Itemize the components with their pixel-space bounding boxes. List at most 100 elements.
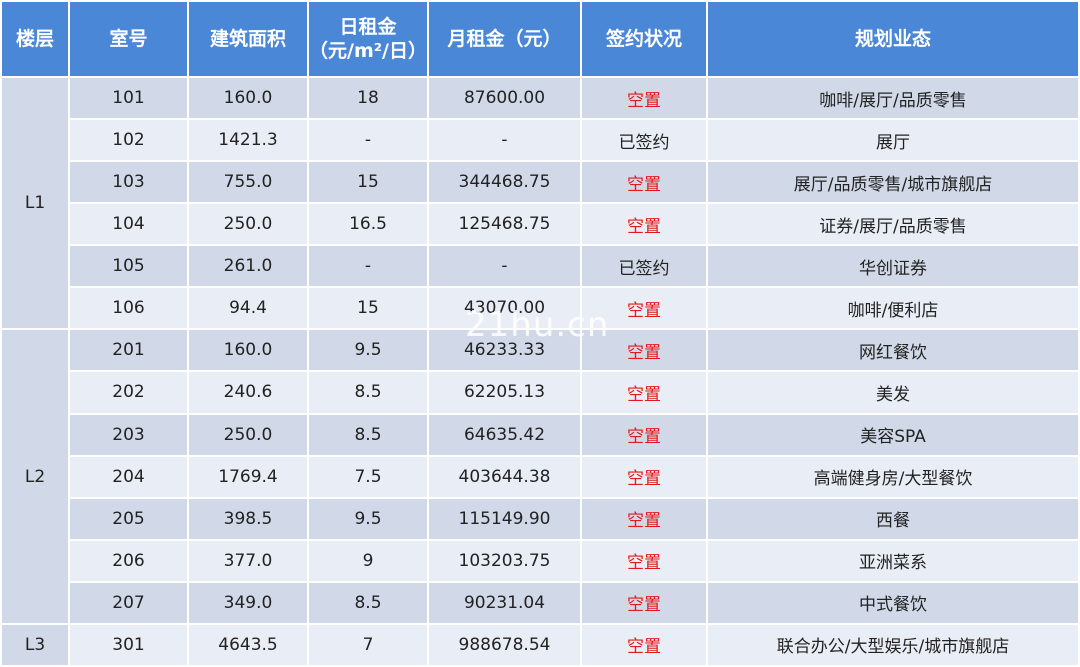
area-cell: 250.0 (189, 204, 307, 245)
area-cell: 377.0 (189, 540, 307, 581)
planning-cell: 联合办公/大型娱乐/城市旗舰店 (708, 624, 1078, 665)
room-cell: 301 (70, 624, 187, 665)
room-cell: 204 (70, 456, 187, 497)
monthly-rent-cell: 62205.13 (429, 372, 580, 413)
area-cell: 250.0 (189, 414, 307, 455)
planning-cell: 网红餐饮 (708, 330, 1078, 371)
header-planning: 规划业态 (708, 2, 1078, 76)
header-daily-rent-line1: 日租金 (339, 16, 397, 38)
room-cell: 102 (70, 120, 187, 161)
planning-cell: 亚洲菜系 (708, 540, 1078, 581)
table-row: 202 240.6 8.5 62205.13 空置 美发 (2, 372, 1078, 413)
room-cell: 206 (70, 540, 187, 581)
planning-cell: 美容SPA (708, 414, 1078, 455)
table-row: 204 1769.4 7.5 403644.38 空置 高端健身房/大型餐饮 (2, 456, 1078, 497)
area-cell: 1421.3 (189, 120, 307, 161)
daily-rent-cell: 7 (309, 624, 427, 665)
room-cell: 205 (70, 498, 187, 539)
status-cell: 空置 (582, 540, 706, 581)
daily-rent-cell: 8.5 (309, 414, 427, 455)
table-row: 207 349.0 8.5 90231.04 空置 中式餐饮 (2, 582, 1078, 623)
header-status: 签约状况 (582, 2, 706, 76)
room-cell: 104 (70, 204, 187, 245)
status-cell: 空置 (582, 78, 706, 119)
table-row: L3 301 4643.5 7 988678.54 空置 联合办公/大型娱乐/城… (2, 624, 1078, 665)
area-cell: 160.0 (189, 78, 307, 119)
monthly-rent-cell: 90231.04 (429, 582, 580, 623)
status-cell: 空置 (582, 372, 706, 413)
header-room: 室号 (70, 2, 187, 76)
status-cell: 空置 (582, 330, 706, 371)
floor-cell: L1 (2, 78, 68, 329)
monthly-rent-cell: 344468.75 (429, 162, 580, 203)
header-daily-rent-line2: （元/m²/日） (309, 40, 427, 62)
daily-rent-cell: 9 (309, 540, 427, 581)
area-cell: 349.0 (189, 582, 307, 623)
planning-cell: 展厅 (708, 120, 1078, 161)
planning-cell: 展厅/品质零售/城市旗舰店 (708, 162, 1078, 203)
status-cell: 空置 (582, 582, 706, 623)
table-row: L1 101 160.0 18 87600.00 空置 咖啡/展厅/品质零售 (2, 78, 1078, 329)
header-daily-rent: 日租金 （元/m²/日） (309, 2, 427, 76)
daily-rent-cell: 16.5 (309, 204, 427, 245)
table-row: 205 398.5 9.5 115149.90 空置 西餐 (2, 498, 1078, 539)
status-cell: 空置 (582, 162, 706, 203)
planning-cell: 高端健身房/大型餐饮 (708, 456, 1078, 497)
planning-cell: 中式餐饮 (708, 582, 1078, 623)
monthly-rent-cell: - (429, 120, 580, 161)
room-cell: 203 (70, 414, 187, 455)
planning-cell: 咖啡/展厅/品质零售 (708, 78, 1078, 119)
area-cell: 94.4 (189, 288, 307, 329)
area-cell: 240.6 (189, 372, 307, 413)
daily-rent-cell: 15 (309, 288, 427, 329)
daily-rent-cell: - (309, 120, 427, 161)
status-cell: 空置 (582, 414, 706, 455)
floor-cell: L2 (2, 330, 68, 623)
status-cell: 空置 (582, 456, 706, 497)
room-cell: 106 (70, 288, 187, 329)
table-row: 206 377.0 9 103203.75 空置 亚洲菜系 (2, 540, 1078, 581)
planning-cell: 咖啡/便利店 (708, 288, 1078, 329)
planning-cell: 证券/展厅/品质零售 (708, 204, 1078, 245)
monthly-rent-cell: 125468.75 (429, 204, 580, 245)
daily-rent-cell: 9.5 (309, 330, 427, 371)
monthly-rent-cell: 43070.00 (429, 288, 580, 329)
area-cell: 755.0 (189, 162, 307, 203)
planning-cell: 华创证券 (708, 246, 1078, 287)
room-cell: 105 (70, 246, 187, 287)
room-cell: 103 (70, 162, 187, 203)
table-row: 106 94.4 15 43070.00 空置 咖啡/便利店 (2, 288, 1078, 329)
table-row: 105 261.0 - - 已签约 华创证券 (2, 246, 1078, 287)
daily-rent-cell: - (309, 246, 427, 287)
table-row: 103 755.0 15 344468.75 空置 展厅/品质零售/城市旗舰店 (2, 162, 1078, 203)
table-body: L1 101 160.0 18 87600.00 空置 咖啡/展厅/品质零售 1… (2, 78, 1078, 665)
floor-cell: L3 (2, 624, 68, 665)
room-cell: 202 (70, 372, 187, 413)
daily-rent-cell: 8.5 (309, 372, 427, 413)
monthly-rent-cell: 988678.54 (429, 624, 580, 665)
status-cell: 空置 (582, 288, 706, 329)
header-floor: 楼层 (2, 2, 68, 76)
table-row: 102 1421.3 - - 已签约 展厅 (2, 120, 1078, 161)
status-cell: 空置 (582, 204, 706, 245)
planning-cell: 美发 (708, 372, 1078, 413)
monthly-rent-cell: 115149.90 (429, 498, 580, 539)
area-cell: 398.5 (189, 498, 307, 539)
header-row: 楼层 室号 建筑面积 日租金 （元/m²/日） 月租金（元） 签约状况 规划业态 (2, 2, 1078, 76)
area-cell: 261.0 (189, 246, 307, 287)
header-monthly-rent: 月租金（元） (429, 2, 580, 76)
area-cell: 1769.4 (189, 456, 307, 497)
table-row: L2 201 160.0 9.5 46233.33 空置 网红餐饮 (2, 330, 1078, 623)
daily-rent-cell: 9.5 (309, 498, 427, 539)
room-cell: 101 (70, 78, 187, 119)
status-cell: 空置 (582, 624, 706, 665)
area-cell: 160.0 (189, 330, 307, 371)
daily-rent-cell: 8.5 (309, 582, 427, 623)
table-row: 203 250.0 8.5 64635.42 空置 美容SPA (2, 414, 1078, 455)
planning-cell: 西餐 (708, 498, 1078, 539)
monthly-rent-cell: - (429, 246, 580, 287)
monthly-rent-cell: 87600.00 (429, 78, 580, 119)
status-cell: 已签约 (582, 120, 706, 161)
room-cell: 207 (70, 582, 187, 623)
